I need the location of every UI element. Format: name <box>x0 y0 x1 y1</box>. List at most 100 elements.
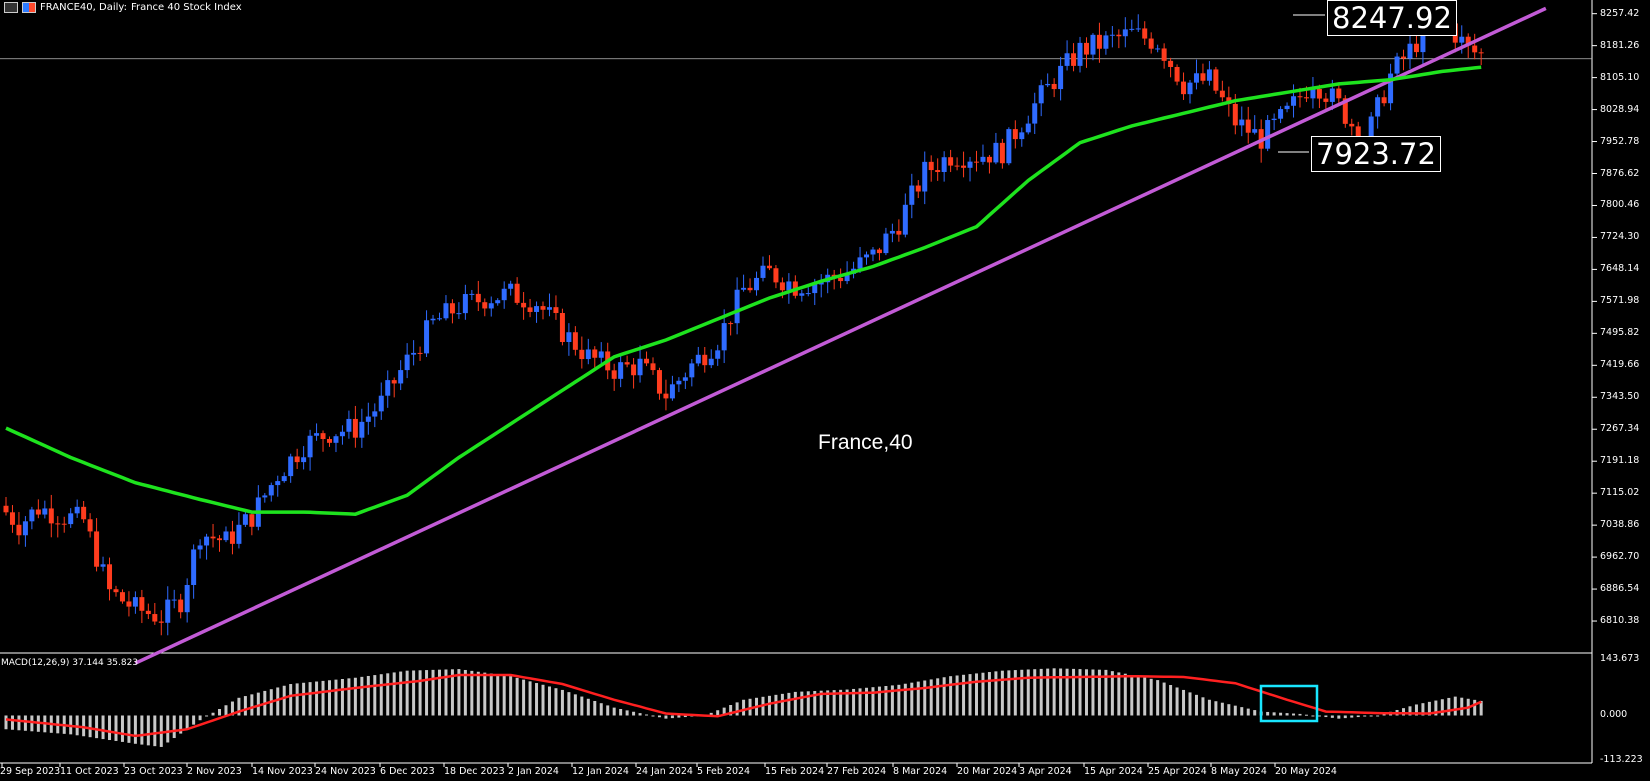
macd-bar <box>224 705 228 716</box>
candle-body <box>475 293 481 303</box>
candle <box>935 158 941 181</box>
date-tick: 24 Jan 2024 <box>636 766 693 777</box>
candle <box>773 265 779 289</box>
macd-bar <box>1214 701 1218 716</box>
date-tick: 23 Oct 2023 <box>124 766 183 777</box>
candle <box>708 349 714 369</box>
macd-bar <box>987 672 991 716</box>
candle <box>1096 22 1102 63</box>
candle-body <box>365 416 371 422</box>
macd-bar <box>101 715 105 740</box>
candle-body <box>1478 52 1484 54</box>
price-tick: 7495.82 <box>1600 327 1640 339</box>
candle <box>993 132 999 165</box>
candle-body <box>521 302 527 308</box>
candle-body <box>611 370 617 379</box>
macd-bar <box>159 715 163 747</box>
macd-bar <box>1246 708 1250 716</box>
candle <box>1200 63 1206 85</box>
candle-body <box>734 289 740 324</box>
macd-bar <box>871 687 875 716</box>
candle <box>68 508 74 528</box>
candle <box>301 446 307 470</box>
date-tick: 2 Jan 2024 <box>508 766 559 777</box>
candle <box>158 610 164 636</box>
candle-body <box>488 303 494 309</box>
candle <box>1103 31 1109 55</box>
macd-bar <box>651 715 655 717</box>
macd-bar <box>412 670 416 716</box>
candle <box>676 377 682 393</box>
macd-bar <box>852 688 856 716</box>
candle <box>87 513 93 538</box>
candle-body <box>482 302 488 309</box>
macd-bar <box>1007 670 1011 716</box>
macd-bar <box>890 685 894 716</box>
macd-bar <box>1052 668 1056 716</box>
macd-bar <box>1453 696 1457 716</box>
candle-body <box>307 435 313 458</box>
macd-bar <box>865 687 869 716</box>
candle <box>909 173 915 219</box>
macd-bar <box>192 715 196 725</box>
candle-body <box>786 281 792 291</box>
candle <box>682 372 688 390</box>
candle <box>805 287 811 297</box>
macd-bar <box>120 715 124 742</box>
symbol-icon <box>22 2 36 13</box>
macd-bar <box>599 703 603 716</box>
candle <box>488 296 494 317</box>
candle-body <box>1174 66 1180 82</box>
candle <box>1051 78 1057 98</box>
macd-bar <box>457 669 461 716</box>
macd-signal-line <box>5 673 1482 738</box>
candle-body <box>682 377 688 381</box>
candle-body <box>1465 36 1471 46</box>
candle-body <box>1232 103 1238 126</box>
macd-bar <box>1097 669 1101 716</box>
candle-body <box>741 287 747 290</box>
price-tick: 7800.46 <box>1600 199 1640 211</box>
candle <box>1245 106 1251 144</box>
candle <box>1038 79 1044 117</box>
macd-bar <box>1460 697 1464 716</box>
candle-body <box>1472 45 1478 53</box>
candle-body <box>896 230 902 235</box>
candle-body <box>294 456 300 463</box>
candle-body <box>1109 34 1115 36</box>
candle <box>398 360 404 391</box>
candle-body <box>974 161 979 163</box>
macd-bar <box>554 688 558 716</box>
candle <box>915 180 921 199</box>
price-tick: 8181.26 <box>1600 39 1640 51</box>
macd-bar <box>916 681 920 716</box>
macd-bar <box>625 710 629 716</box>
candle <box>1019 127 1025 147</box>
candle-body <box>236 524 242 544</box>
candle <box>275 475 281 497</box>
candle-body <box>145 610 151 615</box>
menu-icon[interactable] <box>4 2 18 13</box>
candle <box>1058 56 1064 101</box>
candle-body <box>844 273 850 282</box>
candle <box>184 578 190 623</box>
candle-body <box>372 411 378 417</box>
candle <box>456 302 462 319</box>
candle-body <box>546 307 552 310</box>
candle <box>1284 102 1290 113</box>
candle-body <box>644 358 650 364</box>
candle-body <box>197 545 203 550</box>
candle-body <box>1213 69 1219 91</box>
candle <box>236 512 242 549</box>
macd-bar <box>1072 668 1076 716</box>
macd-bar <box>1220 702 1224 716</box>
candle-body <box>223 531 229 541</box>
macd-bar <box>509 676 513 716</box>
candle <box>637 345 643 383</box>
candle-body <box>275 481 281 486</box>
candle-body <box>728 323 734 325</box>
macd-bar <box>1376 715 1380 717</box>
candle-body <box>624 362 630 365</box>
candle <box>508 280 514 296</box>
